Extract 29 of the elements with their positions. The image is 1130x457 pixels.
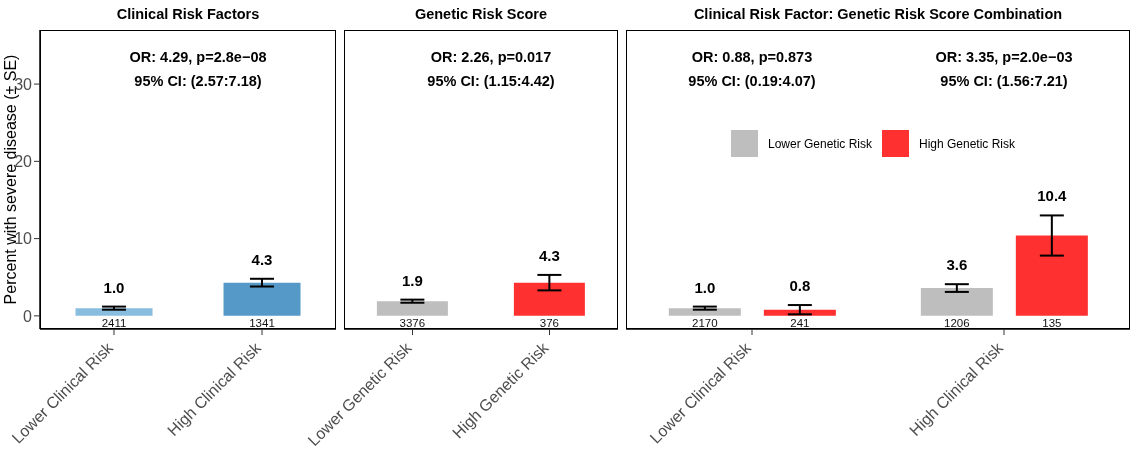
data-label: 1.0 — [103, 278, 125, 296]
annotation: OR: 2.26, p=0.017 95% CI: (1.15:4.42) — [426, 48, 556, 91]
annotation: 135 — [1042, 316, 1062, 329]
data-label: 10.4 — [1037, 187, 1068, 205]
chart-title: Clinical Risk Factors — [115, 6, 261, 22]
legend-label: Lower Genetic Risk — [767, 136, 872, 151]
annotation: 1341 — [249, 316, 275, 329]
data-label: 1.0 — [694, 278, 716, 296]
annotation: OR: 3.35, p=2.0e−03 95% CI: (1.56:7.21) — [934, 48, 1074, 91]
annotation: 376 — [539, 316, 559, 329]
annotation: OR: 4.29, p=2.8e−08 95% CI: (2.57:7.18) — [128, 48, 268, 91]
bar — [668, 308, 741, 316]
data-label: 0.8 — [789, 277, 811, 295]
annotation: 241 — [790, 316, 810, 329]
data-label: 4.3 — [538, 246, 560, 264]
annotation: 2170 — [692, 316, 718, 329]
y-tick-label: 0 — [23, 307, 33, 325]
annotation: 1206 — [944, 316, 970, 329]
data-label: 1.9 — [401, 271, 423, 289]
bar — [920, 288, 993, 316]
data-label: 4.3 — [251, 250, 273, 268]
annotation: OR: 0.88, p=0.873 95% CI: (0.19:4.07) — [687, 48, 817, 91]
annotation: 3376 — [399, 316, 426, 329]
bar — [1015, 235, 1088, 316]
data-label: 3.6 — [946, 256, 968, 274]
annotation: 2411 — [101, 316, 127, 329]
chart-title: Genetic Risk Score — [413, 6, 549, 22]
legend-label: High Genetic Risk — [919, 136, 1016, 151]
chart-title: Clinical Risk Factor: Genetic Risk Score Combination — [692, 6, 1064, 22]
